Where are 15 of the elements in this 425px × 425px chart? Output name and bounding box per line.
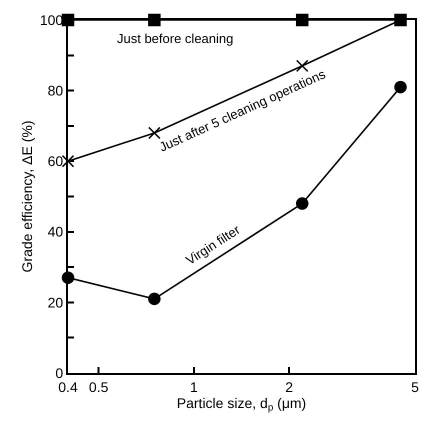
y-tick-label: 80: [48, 82, 64, 98]
y-tick-label: 40: [48, 224, 64, 240]
y-tick-label: 60: [48, 153, 64, 170]
x-axis-title: Particle size, d$_{p}$ (μm): [176, 394, 306, 414]
y-tick-label: 20: [48, 294, 64, 310]
y-axis-title: Grade efficiency, ΔE (%): [18, 120, 35, 272]
x-tick-label: 1: [190, 378, 198, 395]
x-tick-label: 0.5: [88, 378, 109, 395]
series-label: Just before cleaning: [117, 31, 234, 46]
x-tick-label: 0.4: [58, 378, 78, 395]
y-tick-label: 100: [40, 12, 64, 28]
x-tick-label: 5: [411, 378, 420, 395]
text: Virgin filter: [183, 222, 244, 268]
x-tick-label: 2: [285, 378, 294, 395]
y-tick-label: 0: [55, 364, 64, 381]
